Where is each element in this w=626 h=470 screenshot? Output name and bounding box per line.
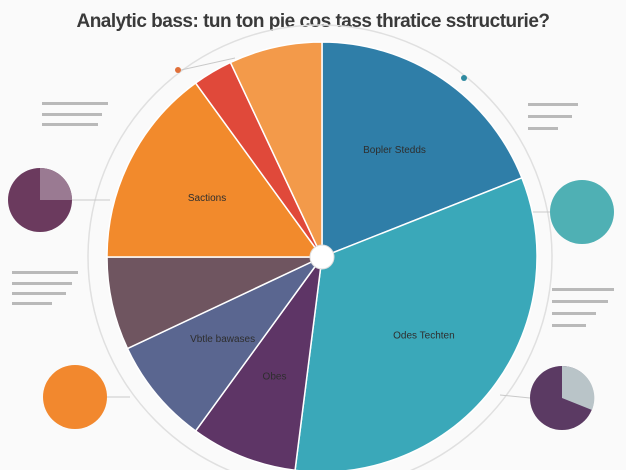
pie-slice	[106, 82, 324, 258]
slice-label: Obes	[263, 372, 287, 383]
chart-title: Analytic bass: tun ton pie cos tass thra…	[76, 11, 549, 32]
pie-slice	[321, 41, 523, 259]
slice-label: Sactions	[188, 193, 226, 204]
pie-center	[309, 244, 335, 270]
slice-label: Vbtle bawases	[190, 334, 255, 345]
slice-label: Odes Techten	[393, 331, 455, 342]
pie	[106, 41, 538, 470]
slice-label: Bopler Stedds	[363, 145, 426, 156]
pie-slice	[126, 256, 323, 432]
pie-slice	[229, 41, 323, 258]
